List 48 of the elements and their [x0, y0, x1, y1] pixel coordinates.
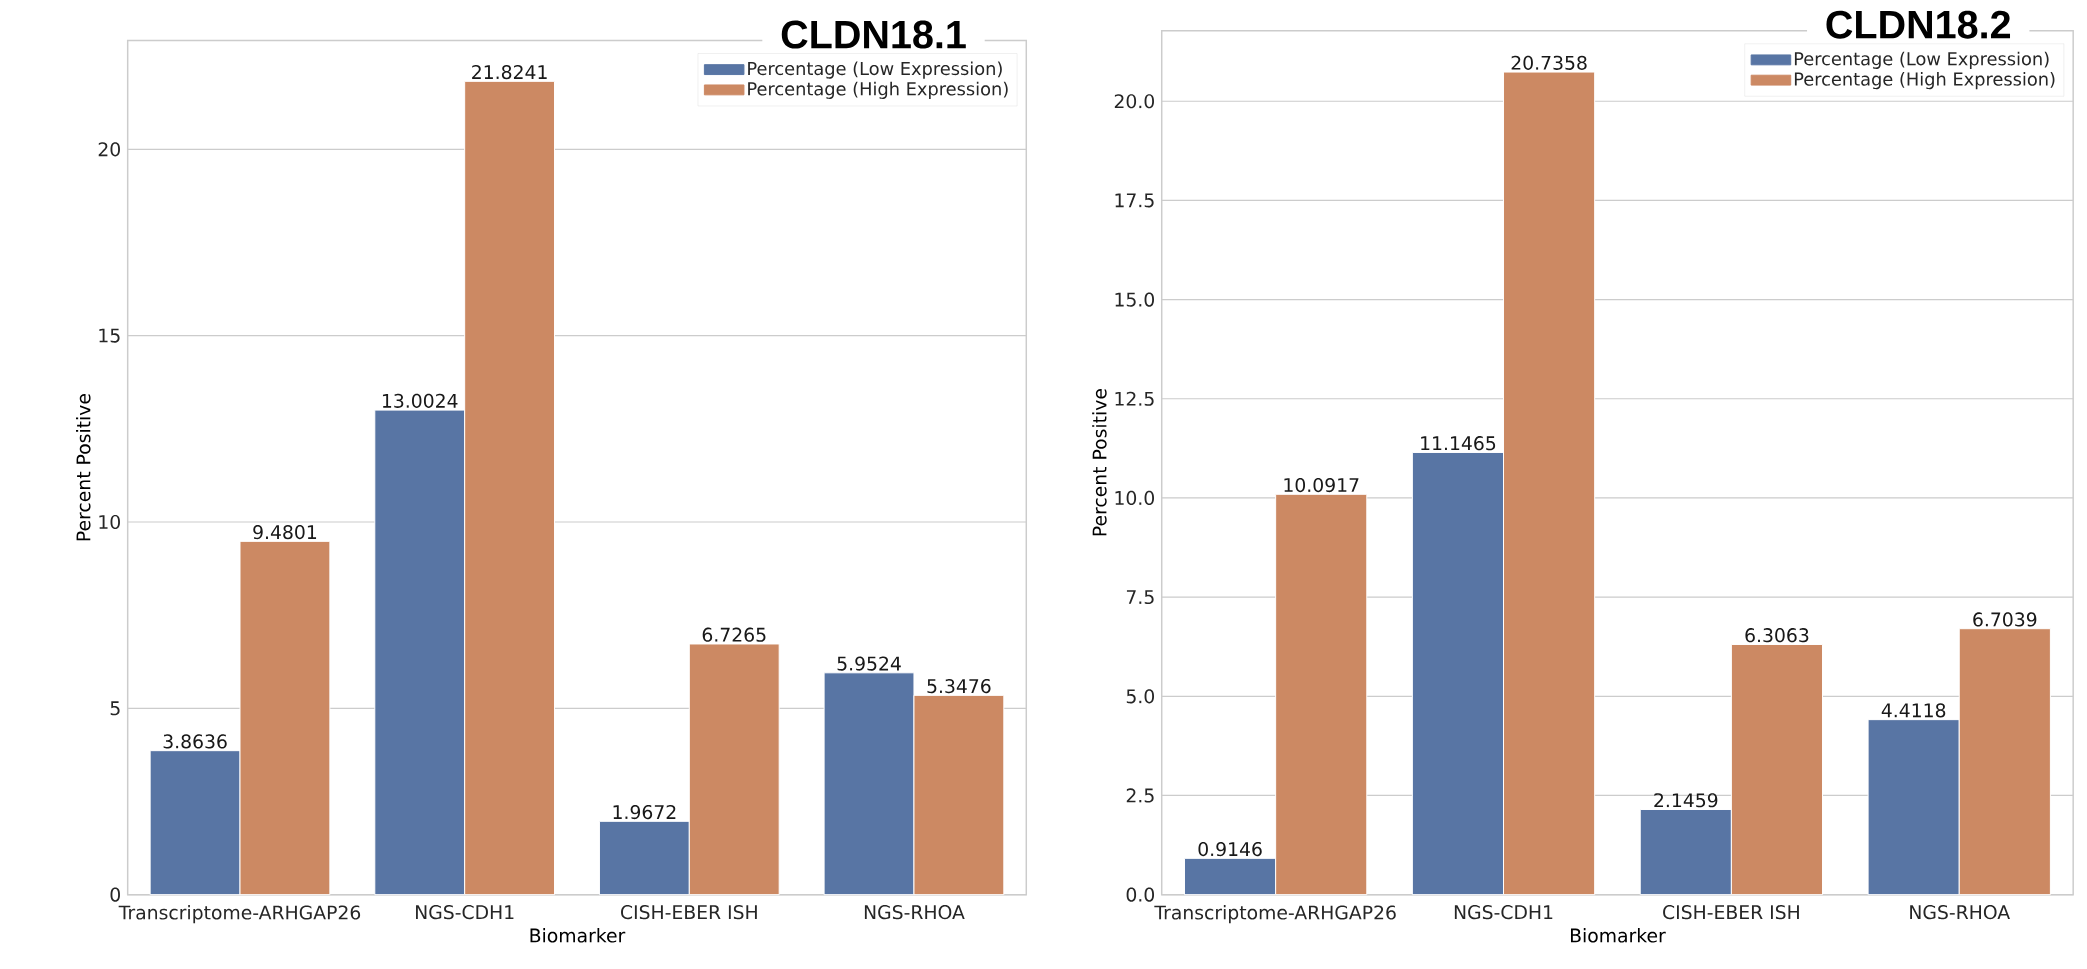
- data-label: 2.1459: [1654, 793, 1718, 808]
- legend-label: Percentage (High Expression): [1794, 72, 2055, 90]
- data-label: 4.4118: [1881, 703, 1946, 718]
- y-tick-label: 7.5: [1126, 590, 1154, 605]
- y-axis-title: Percent Positive: [76, 394, 91, 541]
- chart-title: CLDN18.1: [781, 20, 966, 49]
- data-label: 3.8636: [163, 734, 227, 749]
- y-tick-label: 17.5: [1115, 193, 1154, 208]
- y-tick-label: 15.0: [1115, 292, 1155, 307]
- y-tick-label: 12.5: [1115, 391, 1154, 406]
- data-label: 6.3063: [1745, 628, 1809, 643]
- y-tick-label: 10.0: [1115, 490, 1155, 506]
- y-tick-label: 20.0: [1114, 94, 1155, 109]
- y-tick-label: 10: [99, 515, 120, 530]
- x-tick-label: CISH-EBER ISH: [1663, 905, 1799, 920]
- y-tick-label: 20: [98, 142, 120, 157]
- x-tick-label: NGS-RHOA: [1910, 905, 2010, 920]
- y-tick-label: 0.0: [1126, 887, 1155, 902]
- y-tick-label: 2.5: [1126, 788, 1154, 803]
- data-label: 13.0024: [382, 393, 458, 409]
- data-label: 0.9146: [1198, 842, 1262, 857]
- legend-label: Percentage (High Expression): [748, 81, 1008, 100]
- data-label: 6.7039: [1973, 612, 2037, 627]
- data-label: 1.9672: [613, 805, 676, 820]
- x-tick-label: NGS-CDH1: [1454, 905, 1553, 920]
- x-tick-label: NGS-RHOA: [864, 905, 965, 920]
- data-label: 20.7358: [1511, 55, 1587, 70]
- data-label: 10.0917: [1284, 478, 1359, 493]
- data-label: 6.7265: [702, 627, 766, 642]
- y-axis-title: Percent Positive: [1092, 389, 1107, 536]
- x-axis-title: Biomarker: [1570, 928, 1666, 943]
- y-tick-label: 15: [99, 328, 120, 343]
- data-label: 21.8241: [472, 65, 547, 80]
- x-tick-label: Transcriptome-ARHGAP26: [118, 905, 361, 924]
- data-label: 5.3476: [927, 679, 991, 694]
- x-tick-label: Transcriptome-ARHGAP26: [1154, 905, 1396, 924]
- x-tick-label: NGS-CDH1: [416, 905, 514, 920]
- y-tick-label: 5: [110, 701, 120, 716]
- y-tick-label: 5.0: [1126, 689, 1155, 704]
- legend-label: Percentage (Low Expression): [748, 61, 1002, 79]
- data-label: 11.1465: [1421, 436, 1496, 451]
- data-label: 9.4801: [253, 525, 317, 540]
- chart-title: CLDN18.2: [1826, 10, 2011, 39]
- y-tick-label: 0: [110, 887, 120, 902]
- x-axis-title: Biomarker: [530, 928, 626, 943]
- data-label: 5.9524: [837, 656, 901, 671]
- legend-label: Percentage (Low Expression): [1794, 51, 2049, 70]
- x-tick-label: CISH-EBER ISH: [621, 905, 757, 920]
